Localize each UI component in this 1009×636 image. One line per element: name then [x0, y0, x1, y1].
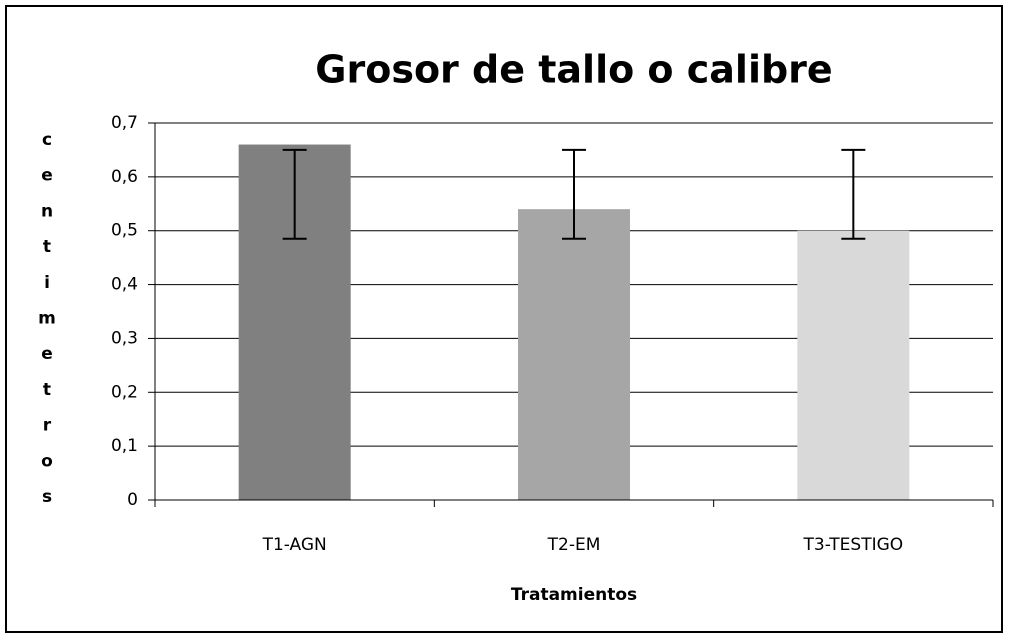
y-tick-label: 0,1	[111, 436, 138, 456]
y-tick-label: 0,7	[111, 113, 138, 133]
x-tick-label: T3-TESTIGO	[803, 535, 904, 555]
y-tick-label: 0,4	[111, 275, 138, 295]
x-tick-label: T2-EM	[547, 535, 601, 555]
y-tick-label: 0	[127, 490, 138, 510]
y-tick-label: 0,3	[111, 328, 138, 348]
bar	[518, 209, 630, 500]
y-tick-label: 0,6	[111, 167, 138, 187]
x-tick-label: T1-AGN	[262, 535, 327, 555]
x-axis-label: Tratamientos	[511, 585, 637, 605]
chart-title: Grosor de tallo o calibre	[315, 48, 832, 92]
bar	[797, 230, 910, 500]
y-tick-label: 0,5	[111, 221, 138, 241]
y-tick-label: 0,2	[111, 382, 138, 402]
